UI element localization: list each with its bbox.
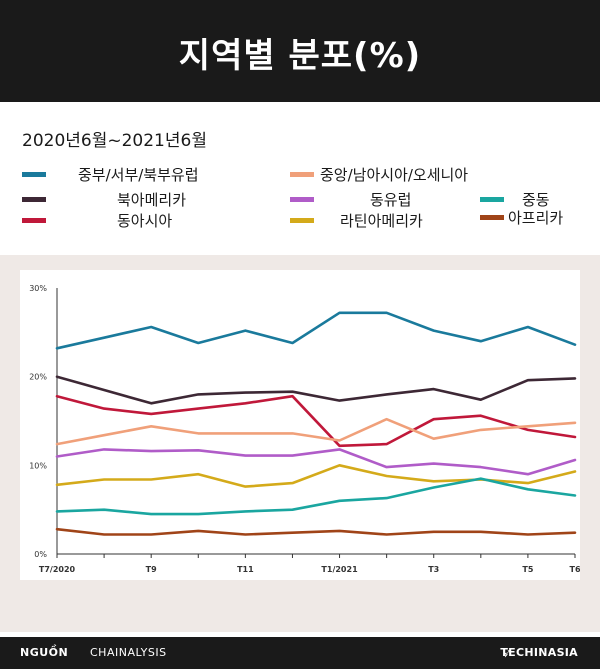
legend-label-north-america: 북아메리카 bbox=[117, 191, 187, 209]
brand-name: TECHINASIA bbox=[500, 646, 578, 659]
legend-item-eastern-europe: 동유럽 bbox=[290, 189, 450, 209]
legend-swatch-north-america bbox=[22, 197, 46, 202]
footer-bar: NGUỒN CHAINALYSIS ➶ TECHINASIA bbox=[0, 637, 600, 669]
legend-item-middle-east: 중동 bbox=[480, 189, 590, 209]
x-tick-label: T7/2020 bbox=[39, 565, 76, 574]
x-tick-label: T6 bbox=[569, 565, 580, 574]
legend-label-western-europe: 중부/서부/북부유럽 bbox=[78, 166, 199, 184]
x-tick-label: T3 bbox=[428, 565, 439, 574]
x-tick-label: T5 bbox=[522, 565, 533, 574]
legend-swatch-eastern-europe bbox=[290, 197, 314, 202]
header-bar: 지역별 분포(%) bbox=[0, 0, 600, 102]
legend-swatch-east-asia bbox=[22, 218, 46, 223]
legend-label-central-south-asia: 중앙/남아시아/오세니아 bbox=[320, 166, 469, 184]
legend-swatch-central-south-asia bbox=[290, 172, 314, 177]
series-line-4 bbox=[55, 448, 577, 476]
legend-item-east-asia: 동아시아 bbox=[22, 210, 262, 230]
legend-label-east-asia: 동아시아 bbox=[117, 212, 173, 230]
chart-card: 0% 10% 20% 30% T7/2020 T9 T11 T1/2021 T3 T5 T6 bbox=[20, 270, 581, 580]
y-tick-label: 30% bbox=[29, 284, 47, 293]
techinasia-logo-icon: ➶ bbox=[501, 646, 512, 660]
period-label: 2020년6월~2021년6월 bbox=[22, 131, 207, 151]
y-tick-label: 10% bbox=[29, 461, 47, 470]
source-label: NGUỒN bbox=[20, 646, 69, 659]
x-tick-label: T11 bbox=[237, 565, 254, 574]
legend-item-western-europe: 중부/서부/북부유럽 bbox=[22, 164, 262, 184]
legend-label-eastern-europe: 동유럽 bbox=[370, 191, 412, 209]
legend-label-africa: 아프리카 bbox=[508, 209, 564, 227]
legend-item-latin-america: 라틴아메리카 bbox=[290, 210, 450, 230]
x-tick-label: T1/2021 bbox=[321, 565, 358, 574]
legend-swatch-middle-east bbox=[480, 197, 504, 202]
x-tick-label: T9 bbox=[146, 565, 157, 574]
series-line-6 bbox=[55, 477, 577, 516]
legend-item-north-america: 북아메리카 bbox=[22, 189, 262, 209]
legend-label-middle-east: 중동 bbox=[522, 191, 550, 209]
legend-swatch-latin-america bbox=[290, 218, 314, 223]
series-line-3 bbox=[55, 417, 577, 446]
legend-item-central-south-asia: 중앙/남아시아/오세니아 bbox=[290, 164, 530, 184]
series-line-2 bbox=[55, 394, 577, 448]
series-line-0 bbox=[55, 311, 577, 350]
y-tick-label: 0% bbox=[34, 550, 47, 559]
series-line-7 bbox=[55, 527, 577, 536]
line-chart: 0% 10% 20% 30% T7/2020 T9 T11 T1/2021 T3 T5 T6 bbox=[29, 284, 581, 574]
series-line-1 bbox=[55, 375, 577, 405]
legend-item-africa: 아프리카 bbox=[480, 207, 590, 227]
legend-swatch-africa bbox=[480, 215, 504, 220]
y-tick-label: 20% bbox=[29, 373, 47, 382]
legend-swatch-western-europe bbox=[22, 172, 46, 177]
page-title: 지역별 분포(%) bbox=[178, 36, 422, 76]
legend-label-latin-america: 라틴아메리카 bbox=[340, 212, 423, 230]
source-name: CHAINALYSIS bbox=[90, 646, 167, 659]
